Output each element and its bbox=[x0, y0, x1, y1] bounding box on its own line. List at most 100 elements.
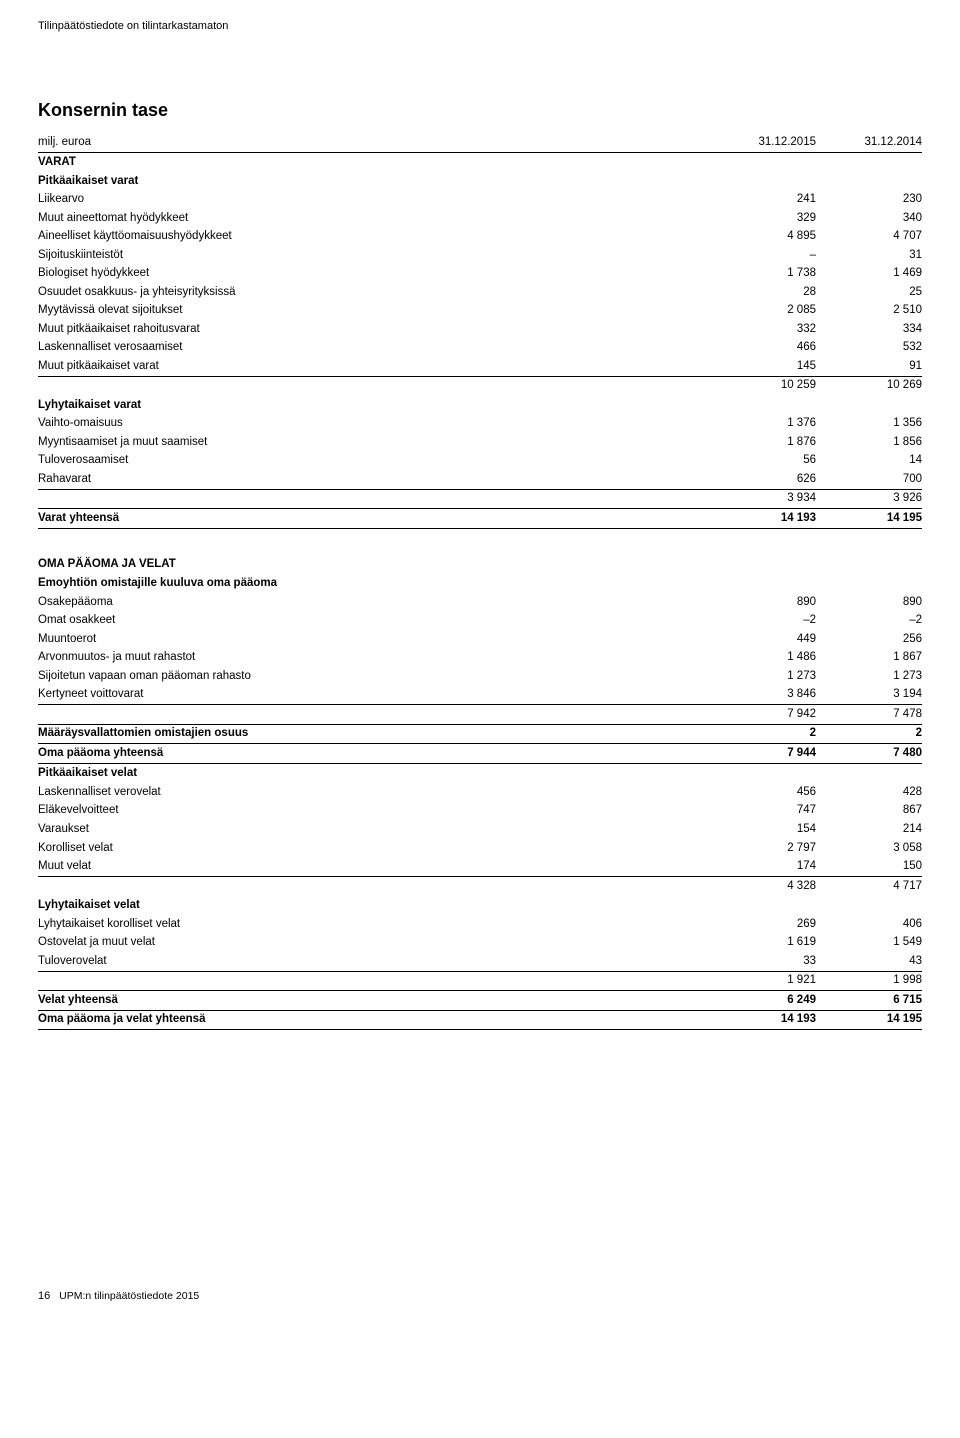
row-val: 1 876 bbox=[722, 433, 822, 452]
col-c1: 31.12.2015 bbox=[722, 133, 822, 152]
row-label: Sijoitetun vapaan oman pääoman rahasto bbox=[38, 667, 722, 686]
row-label: Tuloverovelat bbox=[38, 952, 722, 971]
row-val: 10 259 bbox=[722, 376, 822, 395]
row-label: Vaihto-omaisuus bbox=[38, 415, 722, 434]
row-val: 1 998 bbox=[822, 971, 922, 991]
row-val: 145 bbox=[722, 357, 822, 376]
row-label: Muut velat bbox=[38, 858, 722, 877]
row-val: 747 bbox=[722, 802, 822, 821]
footer-text: UPM:n tilinpäätöstiedote 2015 bbox=[59, 1290, 199, 1302]
col-c2: 31.12.2014 bbox=[822, 133, 922, 152]
row-val: 10 269 bbox=[822, 376, 922, 395]
row-val: 2 bbox=[822, 724, 922, 744]
row-val: 406 bbox=[822, 915, 922, 934]
row-label: Biologiset hyödykkeet bbox=[38, 265, 722, 284]
page-footer: 16 UPM:n tilinpäätöstiedote 2015 bbox=[38, 1290, 922, 1302]
row-val: 269 bbox=[722, 915, 822, 934]
row-label: Velat yhteensä bbox=[38, 991, 722, 1011]
row-val: 4 717 bbox=[822, 877, 922, 896]
row-label: Oma pääoma yhteensä bbox=[38, 744, 722, 764]
section-pitkaaikaiset-varat: Pitkäaikaiset varat bbox=[38, 172, 722, 191]
row-val: 14 195 bbox=[822, 509, 922, 529]
row-label: Kertyneet voittovarat bbox=[38, 686, 722, 705]
row-val: 1 921 bbox=[722, 971, 822, 991]
row-label: Oma pääoma ja velat yhteensä bbox=[38, 1010, 722, 1030]
balance-sheet-table: milj. euroa 31.12.2015 31.12.2014 VARAT … bbox=[38, 133, 922, 1030]
row-val: 154 bbox=[722, 821, 822, 840]
row-val: 150 bbox=[822, 858, 922, 877]
row-label: Aineelliset käyttöomaisuushyödykkeet bbox=[38, 228, 722, 247]
row-val: 890 bbox=[822, 593, 922, 612]
row-val: 56 bbox=[722, 452, 822, 471]
row-val: 3 194 bbox=[822, 686, 922, 705]
section-pitkaaikaiset-velat: Pitkäaikaiset velat bbox=[38, 763, 722, 783]
row-label: Varaukset bbox=[38, 821, 722, 840]
row-label: Myytävissä olevat sijoitukset bbox=[38, 302, 722, 321]
section-oma-paaoma: OMA PÄÄOMA JA VELAT bbox=[38, 528, 722, 574]
row-val: –2 bbox=[822, 612, 922, 631]
row-label: Muut pitkäaikaiset varat bbox=[38, 357, 722, 376]
row-val: 33 bbox=[722, 952, 822, 971]
row-val: 6 249 bbox=[722, 991, 822, 1011]
row-label bbox=[38, 971, 722, 991]
row-val: 1 273 bbox=[722, 667, 822, 686]
row-val: 3 058 bbox=[822, 839, 922, 858]
row-val: 43 bbox=[822, 952, 922, 971]
row-val: 1 356 bbox=[822, 415, 922, 434]
page-title: Konsernin tase bbox=[38, 100, 922, 121]
row-label: Laskennalliset verovelat bbox=[38, 783, 722, 802]
row-label bbox=[38, 376, 722, 395]
row-val: 532 bbox=[822, 339, 922, 358]
row-label bbox=[38, 489, 722, 509]
row-val: 14 193 bbox=[722, 1010, 822, 1030]
row-val: 4 895 bbox=[722, 228, 822, 247]
row-label: Rahavarat bbox=[38, 470, 722, 489]
row-val: 1 549 bbox=[822, 934, 922, 953]
row-label: Osuudet osakkuus- ja yhteisyrityksissä bbox=[38, 283, 722, 302]
row-val: 174 bbox=[722, 858, 822, 877]
row-val: 332 bbox=[722, 320, 822, 339]
row-val: 3 926 bbox=[822, 489, 922, 509]
row-label: Muuntoerot bbox=[38, 630, 722, 649]
section-emoyhtion: Emoyhtiön omistajille kuuluva oma pääoma bbox=[38, 574, 722, 593]
row-label: Laskennalliset verosaamiset bbox=[38, 339, 722, 358]
row-val: 7 480 bbox=[822, 744, 922, 764]
row-val: 456 bbox=[722, 783, 822, 802]
row-val: 14 193 bbox=[722, 509, 822, 529]
row-val: 214 bbox=[822, 821, 922, 840]
row-label: Määräysvallattomien omistajien osuus bbox=[38, 724, 722, 744]
row-val: 449 bbox=[722, 630, 822, 649]
row-val: 867 bbox=[822, 802, 922, 821]
row-val: 340 bbox=[822, 209, 922, 228]
row-val: 7 478 bbox=[822, 705, 922, 725]
row-val: 1 738 bbox=[722, 265, 822, 284]
row-val: 1 376 bbox=[722, 415, 822, 434]
row-label: Liikearvo bbox=[38, 191, 722, 210]
section-varat: VARAT bbox=[38, 152, 722, 172]
row-label: Osakepääoma bbox=[38, 593, 722, 612]
row-val: 256 bbox=[822, 630, 922, 649]
row-label: Eläkevelvoitteet bbox=[38, 802, 722, 821]
row-val: 230 bbox=[822, 191, 922, 210]
section-lyhytaikaiset-varat: Lyhytaikaiset varat bbox=[38, 395, 722, 415]
row-val: 2 bbox=[722, 724, 822, 744]
row-val: 7 942 bbox=[722, 705, 822, 725]
row-label bbox=[38, 877, 722, 896]
row-val: 3 934 bbox=[722, 489, 822, 509]
row-val: 626 bbox=[722, 470, 822, 489]
row-val: 329 bbox=[722, 209, 822, 228]
row-val: 2 797 bbox=[722, 839, 822, 858]
row-val: 890 bbox=[722, 593, 822, 612]
row-label: Arvonmuutos- ja muut rahastot bbox=[38, 649, 722, 668]
row-label: Varat yhteensä bbox=[38, 509, 722, 529]
row-val: 428 bbox=[822, 783, 922, 802]
row-val: 1 867 bbox=[822, 649, 922, 668]
col-label: milj. euroa bbox=[38, 133, 722, 152]
row-val: 14 bbox=[822, 452, 922, 471]
row-label: Korolliset velat bbox=[38, 839, 722, 858]
row-val: 3 846 bbox=[722, 686, 822, 705]
top-note: Tilinpäätöstiedote on tilintarkastamaton bbox=[38, 20, 922, 32]
row-val: –2 bbox=[722, 612, 822, 631]
row-label: Muut pitkäaikaiset rahoitusvarat bbox=[38, 320, 722, 339]
row-val: 1 486 bbox=[722, 649, 822, 668]
